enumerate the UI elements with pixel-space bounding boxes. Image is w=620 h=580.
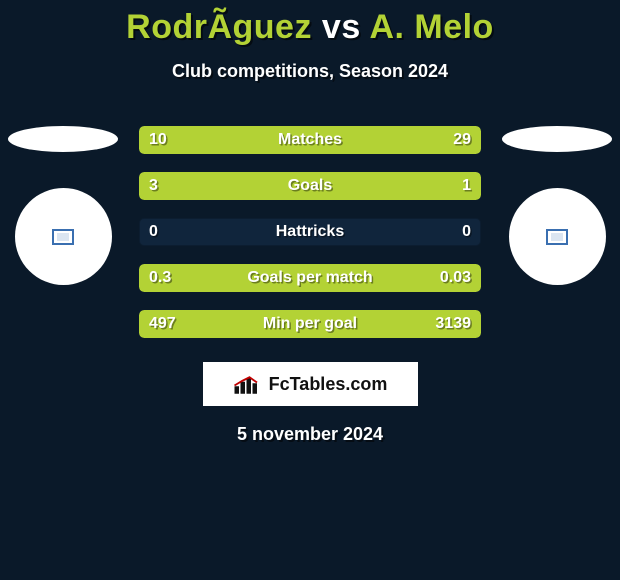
stat-row: 1029Matches [139,126,481,154]
date-label: 5 november 2024 [0,424,620,445]
source-logo-text: FcTables.com [269,374,388,395]
subtitle: Club competitions, Season 2024 [0,61,620,82]
player1-column [5,126,121,285]
shield-icon [546,229,568,245]
stat-label: Hattricks [139,218,481,246]
shield-icon [52,229,74,245]
stat-label: Goals [139,172,481,200]
stat-row: 31Goals [139,172,481,200]
stat-row: 4973139Min per goal [139,310,481,338]
stat-label: Goals per match [139,264,481,292]
source-logo: FcTables.com [203,362,418,406]
stat-row: 00Hattricks [139,218,481,246]
player2-club-crest [509,188,606,285]
player2-column [499,126,615,285]
stat-label: Min per goal [139,310,481,338]
title-vs: vs [322,8,361,46]
content-row: 1029Matches 31Goals 00Hattricks 0.30.03Goal… [0,126,620,356]
player1-country-ellipse [8,126,118,152]
h2h-infographic: RodrÃ­guez vs A. Melo Club competitions,… [0,0,620,580]
title-player2: A. Melo [369,8,493,46]
barchart-icon [233,372,263,396]
stat-bars: 1029Matches 31Goals 00Hattricks 0.30.03Goal… [139,126,481,356]
stat-row: 0.30.03Goals per match [139,264,481,292]
player1-club-crest [15,188,112,285]
title: RodrÃ­guez vs A. Melo [0,0,620,47]
title-player1: RodrÃ­guez [126,8,312,46]
player2-country-ellipse [502,126,612,152]
stat-label: Matches [139,126,481,154]
